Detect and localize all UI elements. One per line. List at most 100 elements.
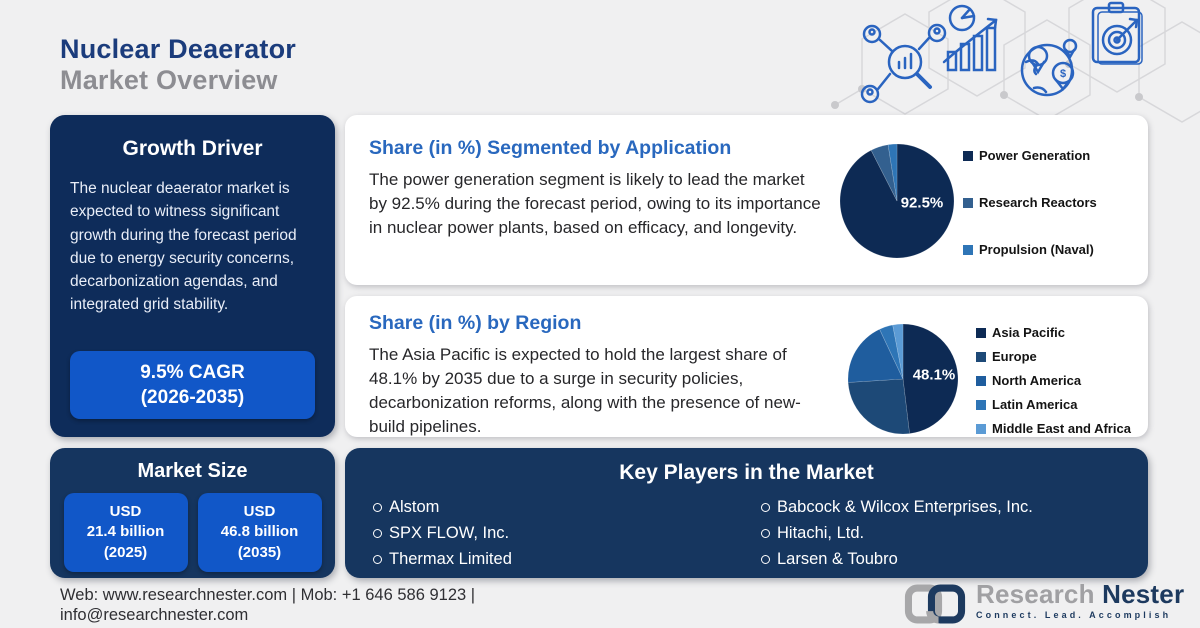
key-player-name: Hitachi, Ltd. [777,524,865,542]
page-title: Nuclear Deaerator Market Overview [60,34,296,97]
legend-label: Europe [992,349,1037,364]
target-clipboard-icon [1091,1,1143,65]
pie-slice [887,143,898,202]
market-size-value: 46.8 billion [220,523,299,541]
legend-item: Middle East and Africa [976,421,1131,436]
key-player-name: Thermax Limited [389,550,512,568]
growth-chart-icon [942,4,998,72]
key-player-name: Babcock & Wilcox Enterprises, Inc. [777,498,1033,516]
key-player-name: Larsen & Toubro [777,550,898,568]
pie-share-label: 92.5% [901,195,944,212]
growth-driver-panel: Growth Driver The nuclear deaerator mark… [50,115,335,437]
market-size-2025-box: USD 21.4 billion (2025) [63,493,188,572]
market-size-panel: Market Size USD 21.4 billion (2025) USD … [50,448,335,578]
market-size-boxes: USD 21.4 billion (2025) USD 46.8 billion… [63,493,322,572]
contact-line1: Web: www.researchnester.com | Mob: +1 64… [60,586,476,604]
circle-bullet-icon [373,503,382,512]
key-player-item: Hitachi, Ltd. [761,524,1033,543]
application-card-body: The power generation segment is likely t… [369,170,821,238]
market-size-year: (2025) [103,543,148,561]
legend-label: Middle East and Africa [992,421,1131,436]
application-share-card: Share (in %) Segmented by Application Th… [345,115,1148,285]
legend-item: Propulsion (Naval) [963,242,1097,257]
legend-label: Propulsion (Naval) [979,242,1094,257]
key-player-name: Alstom [389,498,440,516]
circle-bullet-icon [761,555,770,564]
hexagon-decoration: $ [831,0,1200,123]
application-card-title: Share (in %) Segmented by Application [369,137,732,159]
region-pie-chart: 48.1% [847,323,959,435]
legend-swatch-icon [963,150,973,161]
contact-info: Web: www.researchnester.com | Mob: +1 64… [60,585,475,625]
key-player-item: Alstom [373,498,761,517]
legend-label: Latin America [992,397,1078,412]
key-players-column-2: Babcock & Wilcox Enterprises, Inc. Hitach… [761,498,1033,576]
pie-slice [879,324,904,380]
logo-text: Research Nester Connect. Lead. Accomplis… [976,579,1185,621]
key-player-item: SPX FLOW, Inc. [373,524,761,543]
logo-name: Research Nester [976,579,1185,609]
circle-bullet-icon [761,529,770,538]
circle-bullet-icon [761,503,770,512]
legend-swatch-icon [963,197,973,208]
pie-slice [847,328,904,383]
global-market-icon: $ [1020,38,1078,97]
legend-item: Asia Pacific [976,325,1131,340]
key-player-item: Larsen & Toubro [761,550,1033,569]
legend-label: Asia Pacific [992,325,1065,340]
chain-link-icon [904,584,966,624]
cagr-badge: 9.5% CAGR (2026-2035) [70,350,315,419]
market-size-2035-box: USD 46.8 billion (2035) [197,493,322,572]
key-player-item: Babcock & Wilcox Enterprises, Inc. [761,498,1033,517]
legend-item: Latin America [976,397,1131,412]
legend-item: Research Reactors [963,195,1097,210]
pie-slice [892,323,904,380]
pie-slice [847,378,910,435]
circle-bullet-icon [373,529,382,538]
contact-line2: info@researchnester.com [60,606,249,625]
logo-tagline: Connect. Lead. Accomplish [976,610,1172,621]
pie-slice [870,144,898,202]
logo-name-research: Research [976,579,1095,609]
region-card-body: The Asia Pacific is expected to hold the… [369,345,801,437]
region-card-title: Share (in %) by Region [369,312,582,334]
key-player-item: Thermax Limited [373,550,761,569]
market-size-currency: USD [243,503,276,520]
cagr-value: 9.5% CAGR [140,361,245,383]
research-nester-logo: Research Nester Connect. Lead. Accomplis… [903,579,1185,627]
key-players-column-1: Alstom SPX FLOW, Inc. Thermax Limited [373,498,761,576]
application-pie-legend: Power Generation Research Reactors Propuls… [963,148,1097,257]
legend-label: North America [992,373,1082,388]
legend-swatch-icon [976,423,986,434]
legend-swatch-icon [976,399,986,410]
market-size-value: 21.4 billion [86,523,165,541]
region-share-card: Share (in %) by Region The Asia Pacific … [345,296,1148,437]
legend-label: Power Generation [979,148,1091,163]
pie-slice [902,323,959,434]
legend-swatch-icon [976,351,986,362]
legend-swatch-icon [963,244,973,255]
logo-name-nester: Nester [1102,579,1185,609]
legend-swatch-icon [976,375,986,386]
page-title-line1: Nuclear Deaerator [60,34,297,64]
key-player-name: SPX FLOW, Inc. [389,524,510,542]
application-pie-chart: 92.5% [839,143,955,259]
market-size-title: Market Size [137,460,248,482]
legend-item: Europe [976,349,1131,364]
growth-driver-body: The nuclear deaerator market is expected… [70,180,297,314]
region-pie-legend: Asia Pacific Europe North America Latin Ame… [976,325,1131,436]
market-size-currency: USD [109,503,142,520]
key-players-panel: Key Players in the Market Alstom SPX FLOW… [345,448,1148,578]
legend-item: North America [976,373,1131,388]
page-title-line2: Market Overview [60,65,278,96]
circle-bullet-icon [373,555,382,564]
growth-driver-title: Growth Driver [122,137,263,160]
legend-item: Power Generation [963,148,1097,163]
cagr-period: (2026-2035) [140,386,245,408]
market-research-icon [860,23,947,104]
market-size-year: (2035) [237,543,282,561]
legend-swatch-icon [976,327,986,338]
pie-slice [839,143,955,259]
key-players-columns: Alstom SPX FLOW, Inc. Thermax Limited Babc… [373,498,1120,576]
